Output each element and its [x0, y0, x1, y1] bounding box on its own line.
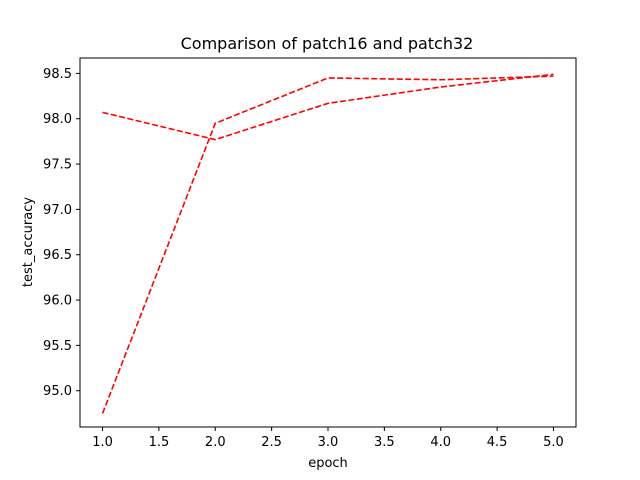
x-tick-label: 1.0 — [92, 435, 113, 450]
y-tick-label: 97.5 — [43, 158, 72, 173]
series-layer — [101, 73, 554, 414]
chart-title: Comparison of patch16 and patch32 — [181, 34, 474, 53]
y-tick-label: 96.0 — [43, 294, 72, 309]
series-line-1 — [101, 75, 554, 414]
x-tick-label: 1.5 — [149, 435, 170, 450]
series-line-2 — [102, 73, 554, 141]
y-axis-label: test_accuracy — [21, 197, 36, 287]
x-tick-label: 2.5 — [261, 435, 282, 450]
x-tick-label: 3.5 — [374, 435, 395, 450]
y-axis-ticks: 95.0 95.5 96.0 96.5 97.0 97.5 98.0 98.5 — [43, 67, 80, 399]
y-tick-label: 96.5 — [43, 248, 72, 263]
x-tick-label: 3.0 — [318, 435, 339, 450]
x-axis-ticks: 1.0 1.5 2.0 2.5 3.0 3.5 4.0 4.5 5.0 — [92, 427, 564, 450]
x-tick-label: 4.5 — [487, 435, 508, 450]
y-tick-label: 95.5 — [43, 339, 72, 354]
x-tick-label: 4.0 — [430, 435, 451, 450]
y-tick-label: 98.0 — [43, 112, 72, 127]
x-tick-label: 5.0 — [543, 435, 564, 450]
y-tick-label: 95.0 — [43, 384, 72, 399]
y-tick-label: 98.5 — [43, 67, 72, 82]
y-tick-label: 97.0 — [43, 203, 72, 218]
x-axis-label: epoch — [308, 456, 348, 471]
x-tick-label: 2.0 — [205, 435, 226, 450]
plot-frame — [79, 57, 577, 428]
